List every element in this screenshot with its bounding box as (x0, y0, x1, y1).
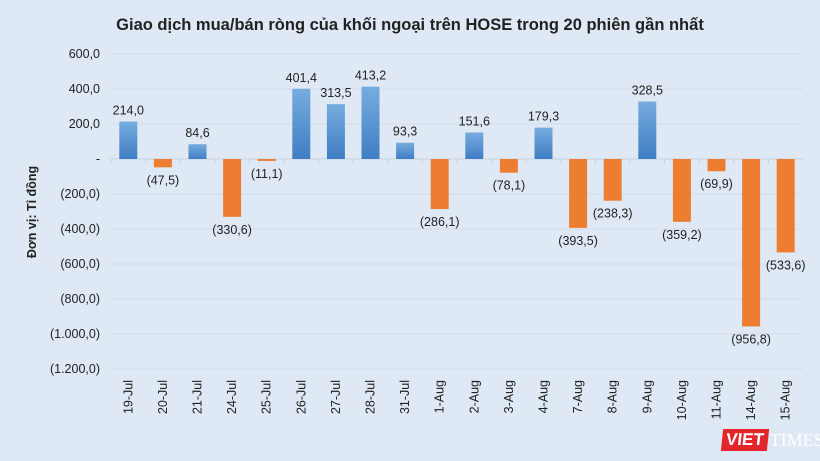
data-label: 179,3 (528, 110, 559, 124)
data-label: (359,2) (662, 228, 702, 242)
bar (153, 159, 172, 168)
viettimes-logo: VIET TIMES (720, 428, 820, 452)
data-label: (956,8) (731, 332, 771, 346)
data-label: (330,6) (212, 223, 252, 237)
x-tick-label: 8-Aug (606, 380, 620, 413)
x-tick-label: 1-Aug (433, 380, 447, 413)
y-tick-label: 400,0 (69, 82, 100, 96)
y-tick-label: 600,0 (69, 47, 100, 61)
x-tick-label: 9-Aug (640, 380, 654, 413)
data-label: (286,1) (420, 215, 460, 229)
bar (430, 159, 449, 210)
bar (223, 159, 242, 217)
bar (361, 86, 380, 159)
chart-title: Giao dịch mua/bán ròng của khối ngoại tr… (116, 16, 704, 34)
x-tick-label: 31-Jul (398, 380, 412, 414)
y-axis-label: Đơn vị: Tỉ đồng (25, 166, 39, 258)
x-tick-label: 21-Jul (191, 380, 205, 414)
data-label: 151,6 (459, 114, 490, 128)
bar (465, 132, 484, 159)
x-tick-label: 24-Jul (225, 380, 239, 414)
x-tick-label: 19-Jul (121, 380, 135, 414)
data-label: 93,3 (393, 125, 417, 139)
data-label: (11,1) (251, 167, 283, 181)
data-label: 328,5 (632, 84, 663, 98)
data-label: (393,5) (558, 234, 598, 248)
data-label: 401,4 (286, 71, 317, 85)
data-label: (533,6) (766, 258, 806, 272)
bar (326, 104, 345, 159)
bar (638, 101, 657, 159)
x-tick-label: 25-Jul (260, 380, 274, 414)
x-tick-label: 14-Aug (744, 380, 758, 420)
y-tick-label: (1.000,0) (50, 327, 100, 341)
bar (707, 159, 726, 172)
bar (292, 88, 311, 159)
x-tick-label: 7-Aug (571, 380, 585, 413)
x-tick-label: 20-Jul (156, 380, 170, 414)
bar (188, 144, 207, 159)
logo-viet: VIET (720, 429, 769, 451)
bar (499, 159, 518, 173)
data-label: (78,1) (493, 179, 526, 193)
bar (396, 142, 415, 159)
bar (257, 159, 276, 161)
logo-times: TIMES (769, 429, 820, 450)
bar (672, 159, 691, 222)
x-tick-label: 10-Aug (675, 380, 689, 420)
x-tick-label: 2-Aug (467, 380, 481, 413)
x-tick-label: 26-Jul (294, 380, 308, 414)
data-label: (47,5) (147, 173, 180, 187)
data-label: 214,0 (113, 104, 144, 118)
y-tick-label: (600,0) (60, 257, 100, 271)
data-label: (238,3) (593, 207, 633, 221)
data-label: 413,2 (355, 69, 386, 83)
bar (776, 159, 795, 253)
x-tick-label: 11-Aug (710, 380, 724, 419)
x-tick-label: 27-Jul (329, 380, 343, 414)
bar (742, 159, 761, 327)
y-tick-label: (800,0) (60, 292, 100, 306)
bar (534, 127, 553, 159)
y-tick-label: - (96, 152, 100, 166)
y-tick-label: 200,0 (69, 117, 100, 131)
data-label: 313,5 (320, 86, 351, 100)
x-tick-label: 4-Aug (537, 380, 551, 413)
bar (603, 159, 622, 201)
bar (119, 121, 138, 159)
y-tick-label: (1.200,0) (50, 362, 100, 376)
x-tick-label: 15-Aug (779, 380, 793, 420)
bar (569, 159, 588, 228)
y-tick-label: (400,0) (60, 222, 100, 236)
data-label: (69,9) (700, 177, 733, 191)
x-tick-label: 28-Jul (364, 380, 378, 414)
y-tick-label: (200,0) (60, 187, 100, 201)
data-label: 84,6 (185, 126, 209, 140)
x-tick-label: 3-Aug (502, 380, 516, 413)
